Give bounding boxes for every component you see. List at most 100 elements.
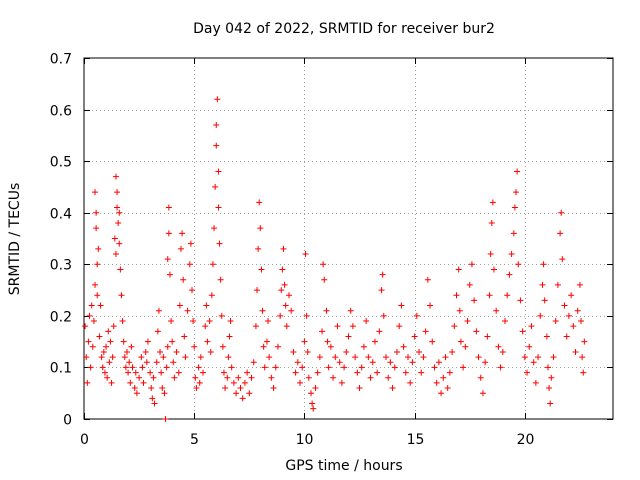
data-point — [92, 281, 99, 288]
data-point — [537, 312, 544, 319]
data-point — [396, 323, 403, 330]
data-point — [312, 385, 319, 392]
data-point — [226, 333, 233, 340]
data-point — [526, 343, 533, 350]
data-point — [504, 292, 511, 299]
data-point — [550, 354, 557, 361]
data-point — [391, 364, 398, 371]
data-point — [160, 354, 167, 361]
data-point — [208, 292, 215, 299]
data-point — [309, 400, 316, 407]
data-point — [319, 328, 326, 335]
x-axis-title: GPS time / hours — [285, 458, 402, 474]
data-point — [197, 354, 204, 361]
data-point — [389, 385, 396, 392]
data-point — [88, 302, 95, 309]
data-point — [143, 359, 150, 366]
data-point — [118, 292, 125, 299]
data-point — [169, 338, 176, 345]
data-point — [153, 359, 160, 366]
data-point — [539, 281, 546, 288]
data-point — [206, 318, 213, 325]
data-point — [352, 354, 359, 361]
data-point — [258, 266, 265, 273]
data-point — [214, 96, 221, 103]
data-point — [274, 343, 281, 350]
data-point — [272, 364, 279, 371]
x-tick-label: 15 — [407, 432, 425, 448]
data-point — [336, 359, 343, 366]
data-point — [165, 230, 172, 237]
data-point — [402, 369, 409, 376]
data-point — [477, 374, 484, 381]
data-point — [129, 364, 136, 371]
data-point — [151, 400, 158, 407]
y-tick-label: 0.1 — [50, 361, 72, 377]
data-point — [142, 348, 149, 355]
data-point — [440, 374, 447, 381]
data-point — [513, 189, 520, 196]
data-point — [94, 292, 101, 299]
data-point — [97, 302, 104, 309]
data-point — [382, 354, 389, 361]
data-point — [325, 364, 332, 371]
data-point — [464, 318, 471, 325]
y-tick-label: 0.7 — [50, 52, 72, 68]
data-point — [330, 374, 337, 381]
data-point — [211, 225, 218, 232]
data-point — [431, 364, 438, 371]
data-point — [354, 369, 361, 376]
data-point — [98, 354, 105, 361]
data-point — [122, 364, 129, 371]
data-point — [220, 369, 227, 376]
data-point — [299, 364, 306, 371]
data-point — [385, 374, 392, 381]
data-point — [100, 348, 107, 355]
data-point — [460, 364, 467, 371]
data-point — [499, 348, 506, 355]
data-point — [248, 374, 255, 381]
data-point — [250, 359, 257, 366]
y-tick-label: 0.2 — [50, 310, 72, 326]
data-point — [495, 343, 502, 350]
data-point — [106, 359, 113, 366]
data-point — [563, 333, 570, 340]
data-point — [479, 390, 486, 397]
data-point — [263, 338, 270, 345]
data-point — [225, 354, 232, 361]
data-point — [230, 379, 237, 386]
data-point — [418, 369, 425, 376]
data-point — [489, 199, 496, 206]
data-point — [411, 333, 418, 340]
data-point — [279, 266, 286, 273]
data-point — [413, 312, 420, 319]
data-point — [212, 183, 219, 190]
data-point — [108, 379, 115, 386]
data-point — [163, 364, 170, 371]
data-point — [334, 323, 341, 330]
data-point — [277, 312, 284, 319]
data-point — [378, 287, 385, 294]
data-point — [444, 385, 451, 392]
y-axis-ticks: 0 0.1 0.2 0.3 0.4 0.5 0.6 0.7 — [50, 52, 72, 429]
data-point — [473, 328, 480, 335]
data-point — [358, 364, 365, 371]
data-point — [139, 364, 146, 371]
data-point — [451, 323, 458, 330]
data-point — [215, 204, 222, 211]
data-point — [462, 343, 469, 350]
data-point — [484, 333, 491, 340]
data-point — [110, 323, 117, 330]
data-point — [305, 374, 312, 381]
data-point — [228, 364, 235, 371]
data-point — [121, 354, 128, 361]
data-point — [213, 122, 220, 129]
data-point — [365, 354, 372, 361]
data-point — [105, 328, 112, 335]
data-point — [246, 390, 253, 397]
data-point — [184, 307, 191, 314]
data-point — [217, 276, 224, 283]
data-point — [508, 250, 515, 257]
data-point — [324, 338, 331, 345]
data-point — [574, 307, 581, 314]
